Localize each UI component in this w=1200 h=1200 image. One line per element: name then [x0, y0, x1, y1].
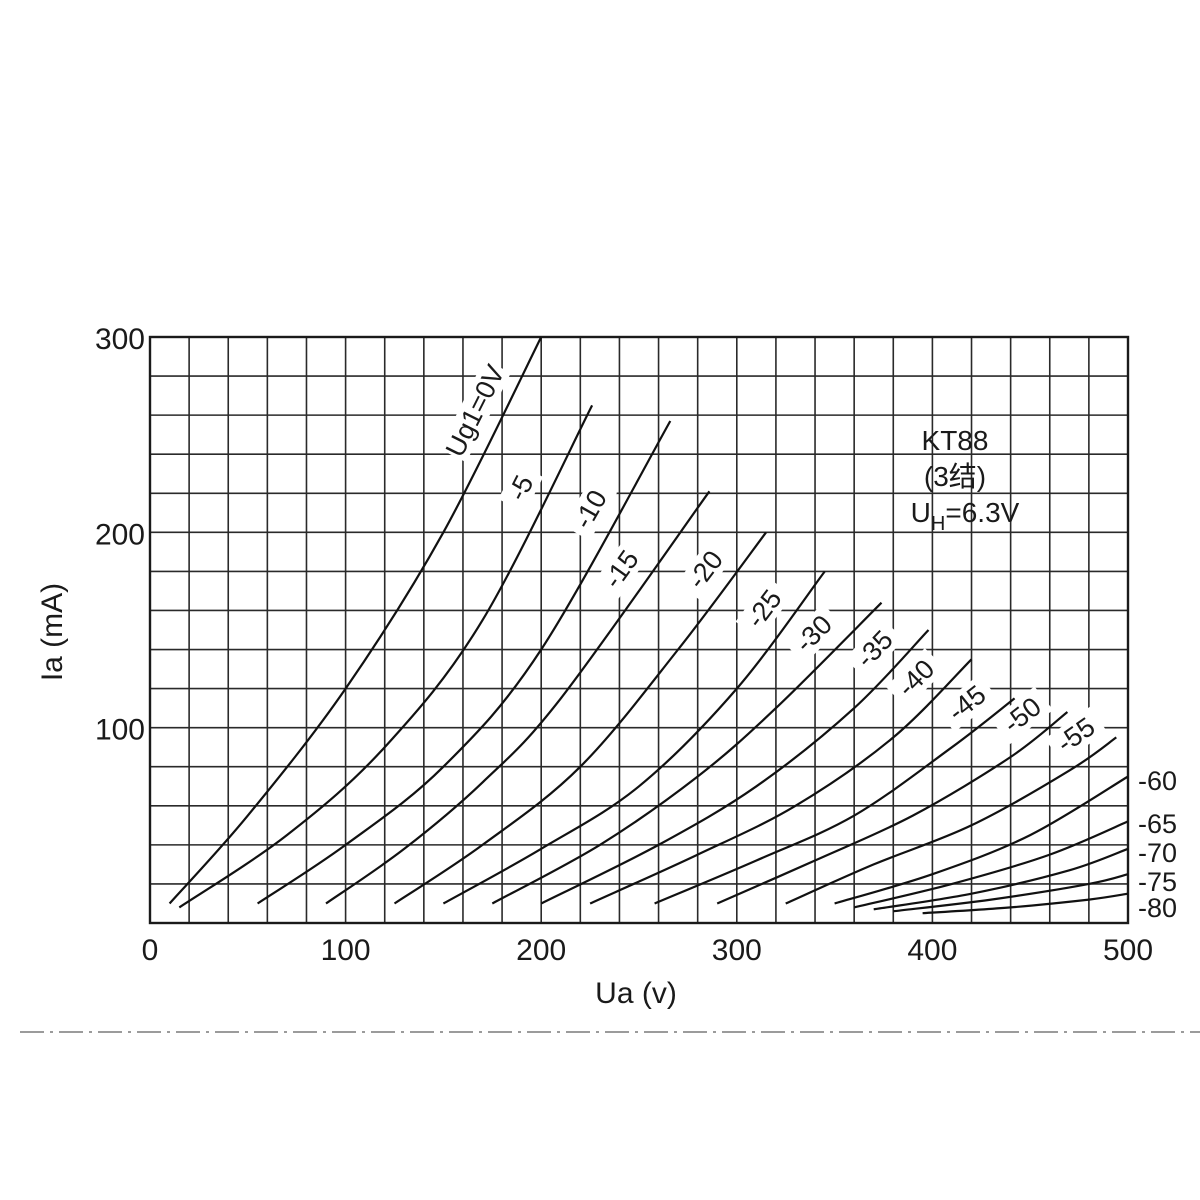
curve-label-background	[735, 577, 793, 640]
curve-label-background	[991, 686, 1054, 745]
curve-ug1-20	[393, 531, 767, 905]
heater-voltage-label: UH=6.3V	[911, 497, 1020, 535]
curve-ug1-70	[873, 847, 1129, 911]
x-tick-label: 200	[516, 934, 566, 967]
y-tick-label: 200	[95, 518, 145, 551]
curve-ug1-5	[178, 404, 594, 909]
curve-label-background	[439, 359, 511, 463]
curve-ug1-40	[589, 658, 973, 905]
curve-ug1-25	[442, 570, 826, 905]
x-axis-title: Ua (v)	[595, 977, 677, 1010]
curve-label-background	[498, 463, 544, 513]
x-tick-label: 400	[907, 934, 957, 967]
curve-ug1-80	[922, 892, 1129, 915]
curve-ug1-75	[893, 873, 1129, 913]
curve-ug1-Ug10V	[168, 336, 543, 905]
curve-label-background	[1044, 706, 1108, 764]
curve-label: -70	[1138, 838, 1177, 868]
x-tick-label: 0	[142, 934, 159, 967]
curve-label: -60	[1138, 766, 1177, 796]
curve-label-background	[885, 648, 946, 709]
curve-label-background	[844, 618, 905, 680]
tube-annotation: KT88 (3结) UH=6.3V	[911, 425, 1020, 535]
curve-label-background	[676, 538, 734, 601]
curve-labels: Ug1=0V-5 -10-15 -20-25-30 -35-40-45 -50 -55-6…	[439, 359, 1177, 923]
curve-ug1-50	[716, 711, 1069, 905]
y-tick-label: 100	[95, 714, 145, 747]
curve-label: -75	[1138, 867, 1177, 897]
plot-frame	[148, 335, 1130, 925]
plot-grid	[148, 335, 1130, 925]
x-tick-label: 500	[1103, 934, 1153, 967]
x-tick-label: 100	[321, 934, 371, 967]
axis-ticks: 0 100 200 300 400 500 100 200 300	[95, 323, 1153, 967]
curve-series	[168, 336, 1129, 915]
curve-ug1-10	[256, 420, 672, 905]
tube-model-label: KT88	[922, 425, 989, 456]
x-tick-label: 300	[712, 934, 762, 967]
curve-ug1-30	[491, 601, 883, 905]
curve-label: -80	[1138, 893, 1177, 923]
curve-label-group-item: -20	[676, 538, 734, 601]
curve-label-background	[563, 478, 617, 541]
curve-label-background	[783, 603, 844, 664]
curve-ug1-15	[325, 490, 711, 905]
y-axis-title: Ia (mA)	[36, 583, 69, 681]
curve-ug1-55	[785, 736, 1117, 905]
curve-ug1-35	[540, 629, 930, 905]
curve-label: -65	[1138, 809, 1177, 839]
y-tick-label: 300	[95, 323, 145, 356]
curve-ug1-65	[853, 820, 1129, 909]
curve-label-background	[592, 538, 650, 601]
tube-config-label: (3结)	[924, 461, 986, 492]
curve-ug1-60	[834, 775, 1129, 905]
curve-label-background	[935, 674, 998, 732]
curve-ug1-45	[654, 697, 1016, 905]
